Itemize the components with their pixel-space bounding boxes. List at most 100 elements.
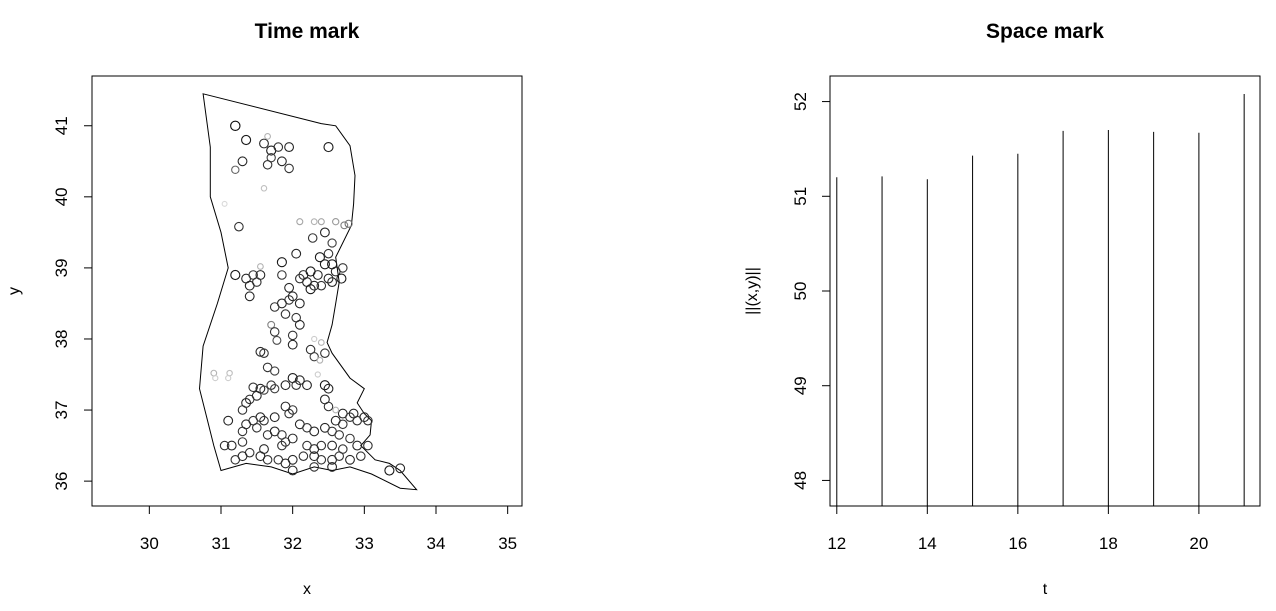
y-tick-label: 37 <box>52 401 71 420</box>
scatter-point <box>291 380 301 390</box>
scatter-point <box>237 405 248 415</box>
y-tick-label: 49 <box>791 376 810 395</box>
scatter-point <box>223 415 234 426</box>
scatter-point <box>230 269 241 281</box>
scatter-point <box>330 415 341 426</box>
scatter-point <box>305 284 316 295</box>
scatter-point <box>280 309 291 319</box>
scatter-point <box>269 412 280 423</box>
scatter-point <box>269 302 280 312</box>
scatter-point <box>332 218 340 226</box>
scatter-point <box>284 282 295 293</box>
scatter-point <box>244 280 255 291</box>
space-mark-title: Space mark <box>986 20 1104 43</box>
space-mark-chart: Space mark 12 14 16 18 20 48 49 50 51 52 t ||(x,… <box>744 20 1261 598</box>
y-tick-label: 50 <box>791 282 810 301</box>
x-tick-label: 31 <box>212 534 231 553</box>
scatter-point <box>344 219 353 228</box>
scatter-point <box>316 280 327 291</box>
scatter-point <box>248 382 258 393</box>
scatter-point <box>323 401 334 412</box>
scatter-point <box>262 160 273 170</box>
scatter-point <box>230 455 241 465</box>
scatter-point <box>316 455 327 465</box>
space-mark-xlabel: t <box>1043 581 1048 598</box>
scatter-point <box>327 440 338 451</box>
scatter-point <box>320 348 330 358</box>
scatter-point <box>280 380 291 391</box>
scatter-point <box>276 257 287 268</box>
scatter-point <box>317 218 325 226</box>
scatter-point <box>359 412 370 423</box>
scatter-point <box>270 384 280 394</box>
scatter-point <box>327 461 338 472</box>
scatter-point <box>230 120 241 132</box>
scatter-point <box>226 369 233 377</box>
y-tick-label: 41 <box>52 116 71 135</box>
y-tick-label: 51 <box>791 187 810 206</box>
scatter-point <box>257 263 264 270</box>
y-tick-label: 48 <box>791 471 810 490</box>
scatter-point <box>276 156 287 167</box>
scatter-point <box>259 385 269 395</box>
scatter-point <box>231 165 240 175</box>
scatter-point <box>363 440 373 451</box>
scatter-point <box>259 415 269 426</box>
scatter-point <box>287 405 298 415</box>
scatter-point <box>327 277 338 288</box>
scatter-point <box>363 415 373 426</box>
x-tick-label: 35 <box>498 534 517 553</box>
scatter-point <box>336 273 347 284</box>
scatter-point <box>332 406 340 414</box>
scatter-point <box>252 423 262 433</box>
region-boundary <box>198 93 418 491</box>
scatter-point <box>291 248 302 259</box>
y-tick-label: 38 <box>52 330 71 349</box>
scatter-point <box>302 440 312 451</box>
scatter-point <box>314 371 321 378</box>
scatter-point <box>287 330 298 341</box>
scatter-point <box>241 134 252 146</box>
x-tick-label: 12 <box>827 534 846 553</box>
scatter-point <box>237 156 248 167</box>
scatter-point <box>259 444 269 455</box>
scatter-point <box>319 227 330 238</box>
x-tick-label: 30 <box>140 534 159 553</box>
scatter-point <box>219 440 230 451</box>
scatter-point <box>259 138 269 149</box>
scatter-point <box>323 383 334 394</box>
space-mark-x-axis: 12 14 16 18 20 <box>827 506 1208 553</box>
scatter-point <box>294 319 305 330</box>
scatter-point <box>319 380 330 391</box>
scatter-point <box>259 348 269 358</box>
scatter-point <box>311 335 318 343</box>
scatter-point <box>237 437 248 447</box>
scatter-point <box>323 142 334 153</box>
scatter-point <box>272 335 282 345</box>
scatter-point <box>234 221 244 232</box>
time-mark-title: Time mark <box>255 20 360 43</box>
scatter-point <box>307 233 318 243</box>
x-tick-label: 16 <box>1008 534 1027 553</box>
scatter-point <box>298 451 309 461</box>
x-tick-label: 32 <box>283 534 302 553</box>
time-mark-points <box>210 120 406 476</box>
scatter-point <box>352 440 363 451</box>
scatter-point <box>395 463 406 474</box>
scatter-point <box>273 142 284 152</box>
time-mark-x-axis: 30 31 32 33 34 35 <box>140 506 517 553</box>
time-mark-y-axis: 36 37 38 39 40 41 <box>52 116 92 491</box>
scatter-point <box>266 380 276 390</box>
scatter-point <box>270 366 280 376</box>
scatter-point <box>310 218 318 226</box>
scatter-point <box>356 451 366 461</box>
scatter-point <box>309 352 319 362</box>
scatter-point <box>284 408 294 419</box>
scatter-point <box>296 218 304 226</box>
scatter-point <box>317 339 325 346</box>
scatter-point <box>244 394 255 405</box>
scatter-point <box>212 374 219 382</box>
scatter-point <box>338 263 348 273</box>
scatter-point <box>244 291 255 302</box>
